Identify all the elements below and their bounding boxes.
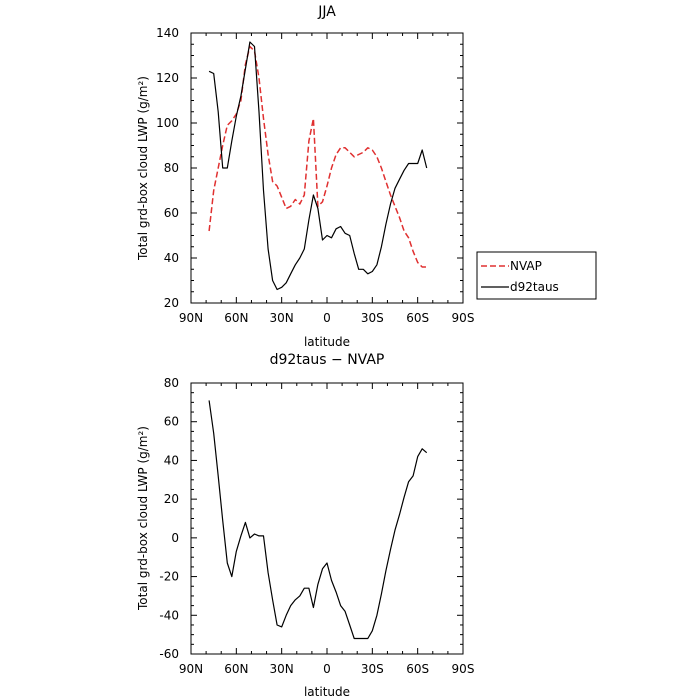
bottom-y-tick-label: -40 — [159, 608, 179, 622]
top-y-axis: 20 40 60 80 100 120 140 — [156, 26, 463, 310]
bottom-y-axis: -60 -40 -20 0 20 40 60 80 — [159, 376, 463, 661]
nvap-line — [208, 45, 427, 268]
bottom-y-tick-label: -20 — [159, 570, 179, 584]
top-y-axis-label: Total grd-box cloud LWP (g/m²) — [136, 76, 150, 261]
top-x-tick-label: 60S — [406, 311, 429, 325]
bottom-x-axis-label: latitude — [304, 685, 350, 699]
top-y-tick-label: 40 — [164, 251, 179, 265]
bottom-plot-frame — [190, 382, 464, 655]
top-y-tick-label: 100 — [156, 116, 179, 130]
top-x-tick-label: 30S — [361, 311, 384, 325]
top-x-axis-label: latitude — [304, 335, 350, 349]
legend-label-nvap: NVAP — [510, 259, 542, 273]
bottom-x-tick-label: 30N — [270, 662, 294, 676]
legend-label-d92taus: d92taus — [510, 280, 559, 294]
bottom-y-axis-label: Total grd-box cloud LWP (g/m²) — [136, 426, 150, 611]
top-x-tick-label: 30N — [270, 311, 294, 325]
top-y-tick-label: 80 — [164, 161, 179, 175]
top-x-axis: 90N 60N 30N 0 30S 60S 90S — [179, 33, 475, 325]
bottom-x-tick-label: 60S — [406, 662, 429, 676]
top-y-tick-label: 60 — [164, 206, 179, 220]
top-chart-title: JJA — [317, 4, 336, 20]
bottom-difference-line — [208, 400, 428, 640]
bottom-chart-title: d92taus − NVAP — [270, 352, 385, 368]
top-x-tick-label: 90N — [179, 311, 203, 325]
bottom-x-tick-label: 60N — [224, 662, 248, 676]
bottom-x-tick-label: 90N — [179, 662, 203, 676]
top-y-tick-label: 120 — [156, 71, 179, 85]
top-plot-frame — [190, 32, 464, 304]
top-y-tick-label: 140 — [156, 26, 179, 40]
top-x-tick-label: 90S — [452, 311, 475, 325]
top-chart: JJA 90N 60N 30N 0 30S 60S 90S 20 40 60 80 100 120 14… — [136, 4, 597, 349]
bottom-y-tick-label: 20 — [164, 492, 179, 506]
bottom-y-tick-label: 60 — [164, 415, 179, 429]
bottom-series-group — [208, 400, 428, 640]
bottom-x-tick-label: 30S — [361, 662, 384, 676]
bottom-y-tick-label: 80 — [164, 376, 179, 390]
top-x-tick-label: 0 — [323, 311, 331, 325]
bottom-x-tick-label: 0 — [323, 662, 331, 676]
bottom-y-tick-label: 40 — [164, 453, 179, 467]
bottom-x-tick-label: 90S — [452, 662, 475, 676]
bottom-y-tick-label: -60 — [159, 647, 179, 661]
bottom-y-tick-label: 0 — [171, 531, 179, 545]
legend-box — [476, 251, 597, 300]
d92taus-line — [208, 41, 428, 291]
bottom-chart: d92taus − NVAP 90N 60N 30N 0 30S 60S 90S -60 -4… — [136, 352, 474, 699]
top-series-group — [208, 41, 428, 291]
top-x-tick-label: 60N — [224, 311, 248, 325]
bottom-x-axis: 90N 60N 30N 0 30S 60S 90S — [179, 383, 475, 676]
top-y-tick-label: 20 — [164, 296, 179, 310]
legend: NVAP d92taus — [476, 251, 597, 300]
